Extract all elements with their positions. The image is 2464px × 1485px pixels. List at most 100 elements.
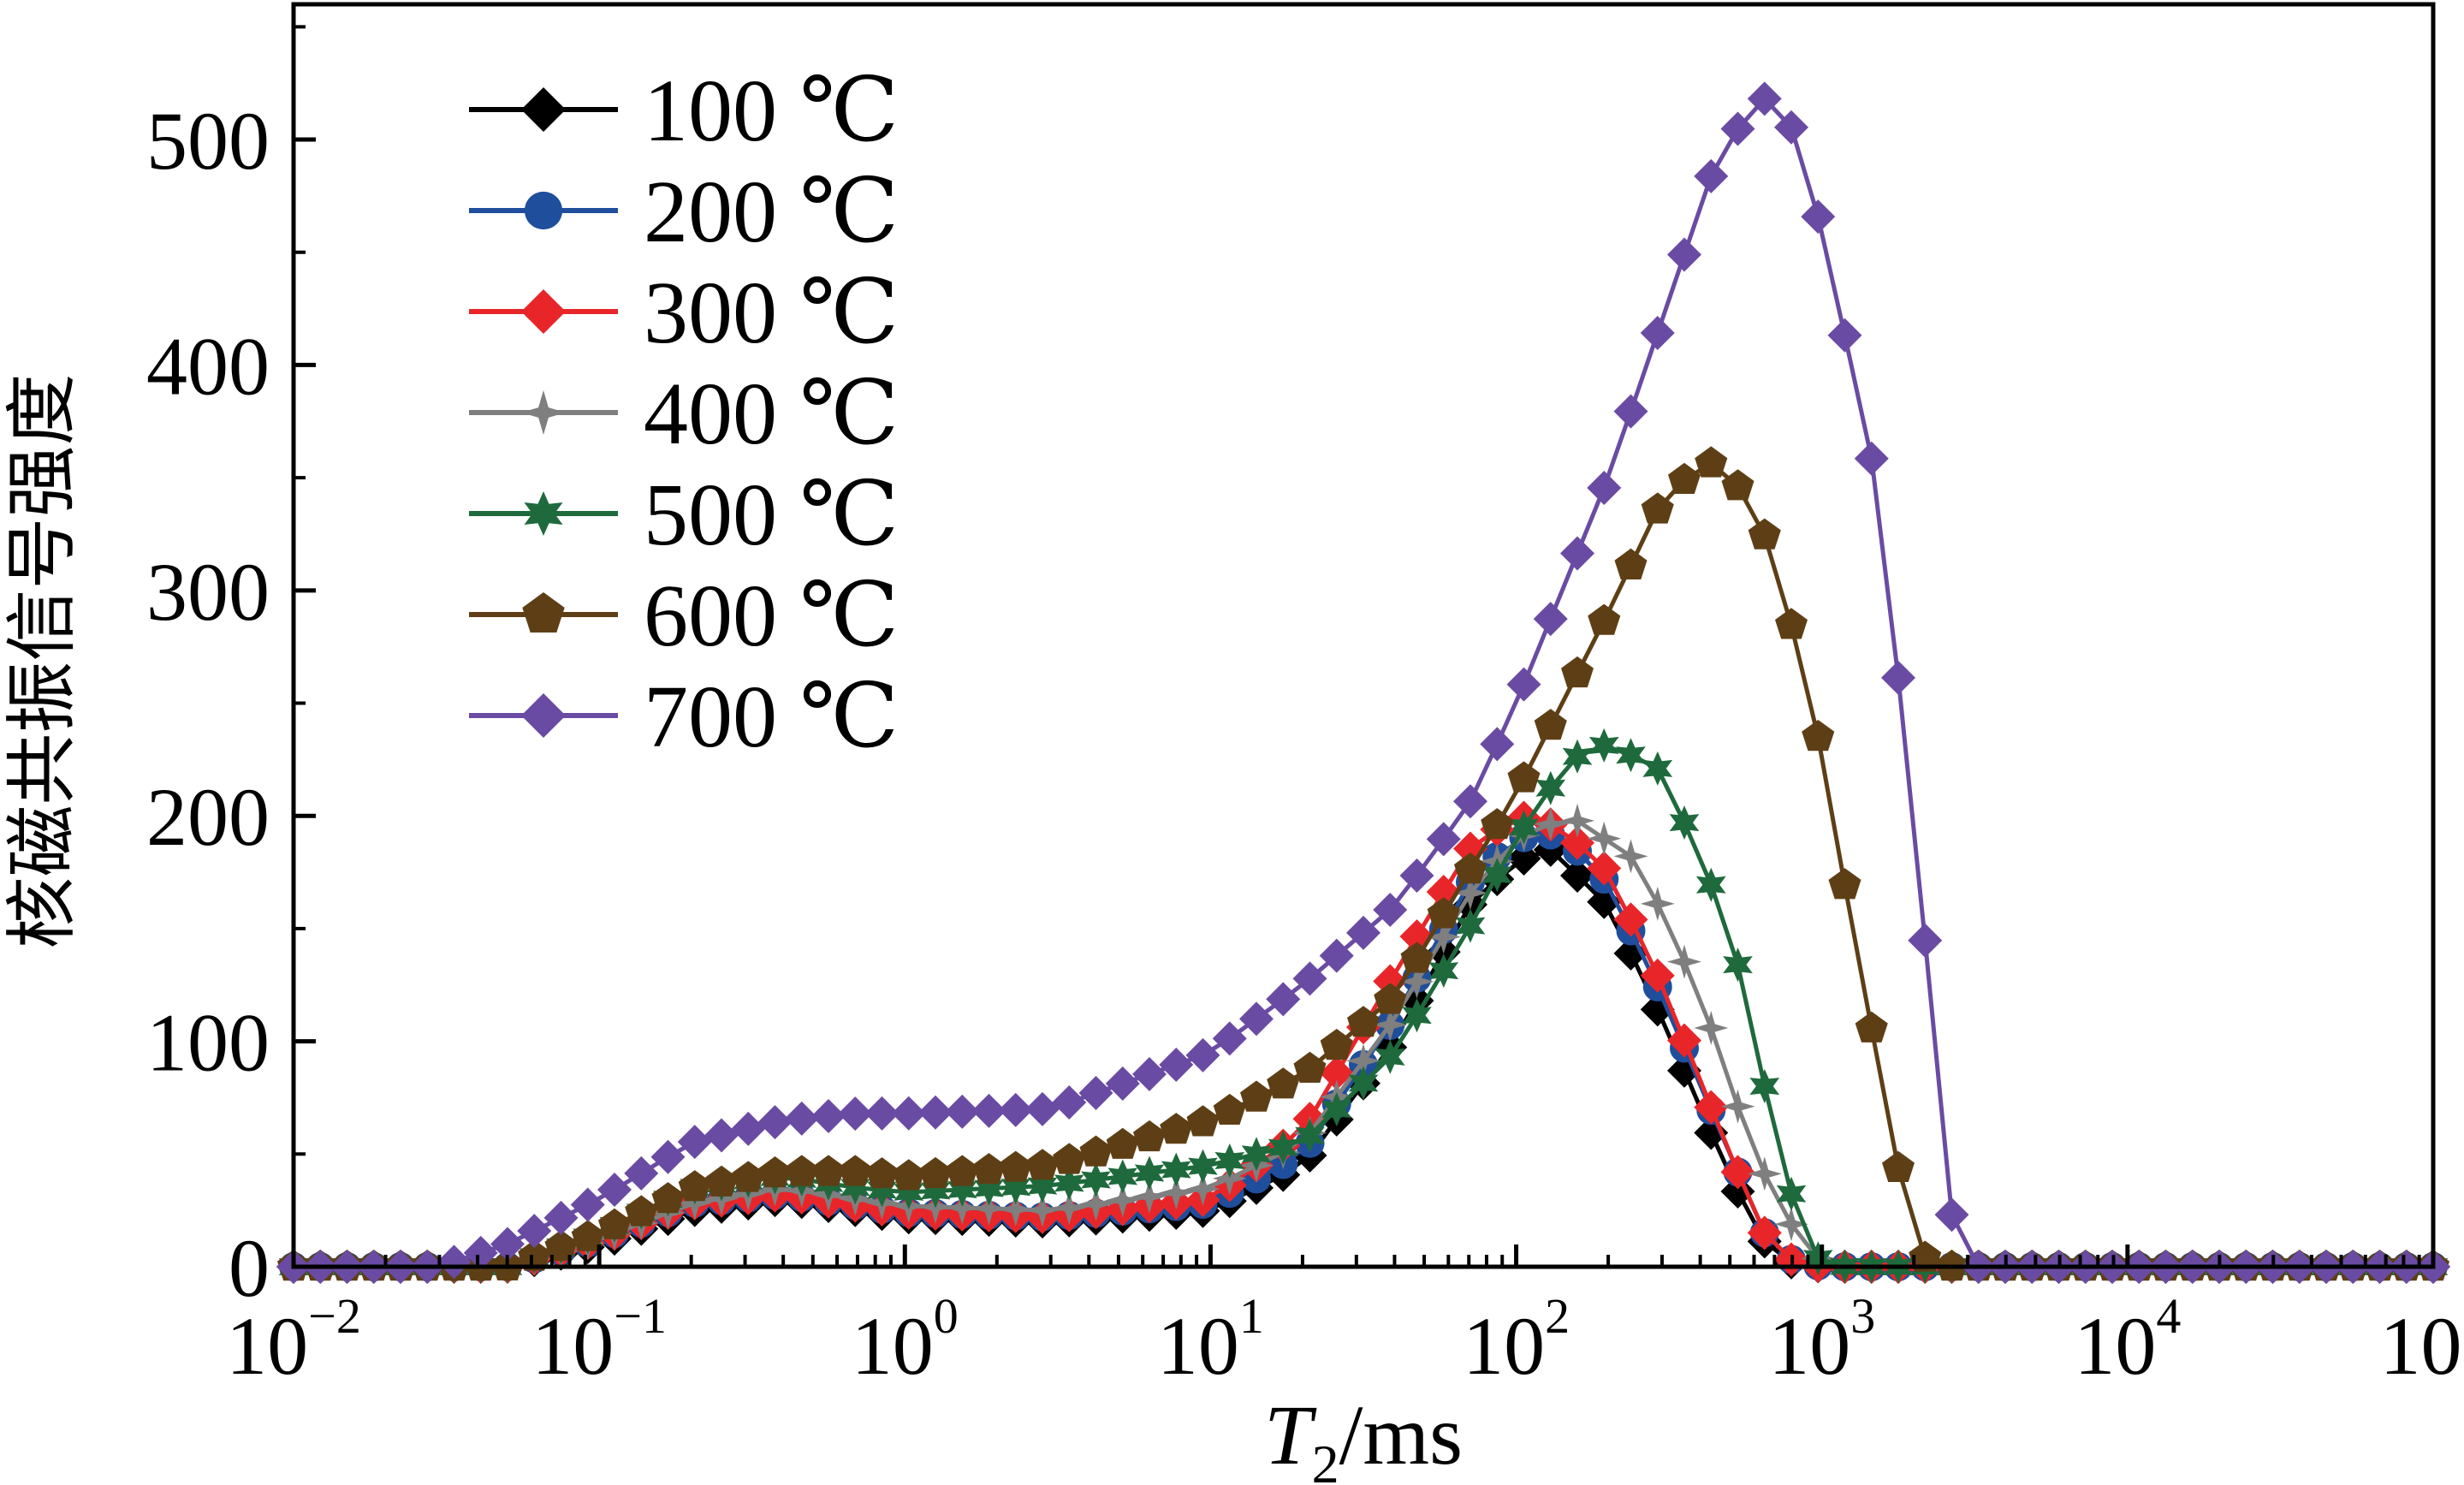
data-point — [1588, 728, 1619, 763]
data-point — [1560, 858, 1594, 894]
data-point — [544, 1229, 578, 1262]
data-point — [1506, 667, 1541, 702]
data-point — [1239, 1001, 1274, 1037]
data-point — [785, 1155, 818, 1186]
data-point — [651, 1182, 685, 1214]
data-point — [1533, 602, 1568, 637]
data-point — [1025, 1091, 1060, 1126]
legend-marker — [521, 87, 566, 132]
data-point — [1105, 1183, 1140, 1218]
data-point — [945, 1094, 980, 1129]
data-point — [1720, 1155, 1755, 1190]
data-point — [1588, 603, 1621, 635]
data-point — [919, 1156, 952, 1189]
data-point — [1402, 998, 1432, 1033]
data-point — [1723, 947, 1753, 983]
data-point — [1374, 983, 1407, 1014]
data-point — [1159, 1047, 1194, 1082]
x-tick-label: 10−2 — [226, 1288, 361, 1392]
legend-label: 600 ℃ — [644, 567, 899, 665]
data-point — [811, 1098, 846, 1133]
data-point — [1828, 868, 1861, 900]
data-point — [678, 1170, 711, 1202]
data-point — [864, 1096, 900, 1131]
data-point — [1587, 851, 1622, 886]
y-tick-label: 300 — [146, 546, 270, 638]
data-point — [1426, 822, 1461, 857]
data-point — [1106, 1127, 1139, 1159]
data-point — [865, 1157, 899, 1189]
data-point — [1694, 1090, 1729, 1125]
data-point — [1346, 1043, 1380, 1078]
data-point — [918, 1095, 953, 1130]
data-point — [1052, 1085, 1087, 1120]
axis-ticks: 10−2 10−1 100 101 102 103 104 105 0 100 200 300 400 5… — [146, 25, 2464, 1392]
data-point — [1720, 1089, 1755, 1124]
data-point — [1480, 727, 1515, 762]
data-point — [1373, 893, 1408, 928]
data-point — [1695, 867, 1726, 902]
data-point — [677, 1125, 712, 1160]
data-point — [1292, 961, 1327, 996]
data-point — [1667, 944, 1701, 979]
data-point — [758, 1156, 792, 1188]
data-point — [1747, 1156, 1782, 1191]
legend-item: 300 ℃ — [469, 264, 899, 362]
data-point — [1079, 1135, 1113, 1167]
series-300 — [276, 800, 2450, 1284]
data-point — [1321, 1092, 1352, 1127]
data-point — [1132, 1056, 1167, 1091]
data-point — [1400, 941, 1434, 973]
data-point — [1561, 656, 1594, 688]
data-point — [1133, 1120, 1166, 1152]
data-point — [1027, 1168, 1058, 1203]
data-point — [1240, 1080, 1273, 1112]
data-point — [1587, 821, 1622, 856]
data-point — [1000, 1170, 1031, 1205]
legend-label: 300 ℃ — [644, 264, 899, 362]
y-tick-label: 0 — [229, 1222, 270, 1314]
data-point — [974, 1171, 1004, 1206]
y-tick-label: 400 — [146, 320, 270, 412]
series-600 — [277, 446, 2449, 1281]
legend-label: 500 ℃ — [644, 466, 899, 564]
data-point — [732, 1161, 765, 1192]
data-point — [1613, 394, 1648, 429]
legend-label: 400 ℃ — [644, 365, 899, 463]
data-point — [1212, 1021, 1247, 1056]
data-point — [812, 1155, 845, 1186]
data-point — [757, 1105, 793, 1140]
data-point — [624, 1155, 659, 1191]
data-point — [1185, 1037, 1220, 1072]
x-tick-label: 101 — [1157, 1288, 1264, 1392]
series-line — [294, 460, 2433, 1269]
data-point — [1481, 858, 1512, 893]
data-point — [1399, 964, 1434, 999]
data-point — [1774, 1207, 1808, 1242]
data-point — [598, 1208, 631, 1239]
data-point — [1720, 111, 1755, 146]
series-700 — [276, 81, 2450, 1284]
data-point — [1026, 1149, 1059, 1180]
data-point — [1616, 738, 1646, 773]
data-point — [1053, 1143, 1086, 1174]
data-point — [784, 1101, 819, 1136]
data-point — [1775, 608, 1808, 639]
data-point — [1185, 1172, 1220, 1207]
x-tick-label: 102 — [1463, 1288, 1570, 1392]
legend-item: 400 ℃ — [469, 365, 899, 463]
data-point — [518, 1239, 551, 1271]
data-point — [894, 1174, 924, 1209]
series-400 — [276, 803, 2450, 1284]
data-point — [543, 1200, 579, 1235]
data-point — [1509, 810, 1539, 845]
data-point — [1453, 876, 1487, 911]
legend-label: 100 ℃ — [644, 62, 899, 160]
data-point — [838, 1096, 873, 1132]
data-point — [1641, 492, 1674, 524]
data-point — [1426, 919, 1461, 954]
data-point — [1694, 1011, 1729, 1045]
data-point — [1587, 470, 1622, 505]
data-point — [1802, 720, 1835, 751]
legend-marker — [522, 592, 565, 633]
